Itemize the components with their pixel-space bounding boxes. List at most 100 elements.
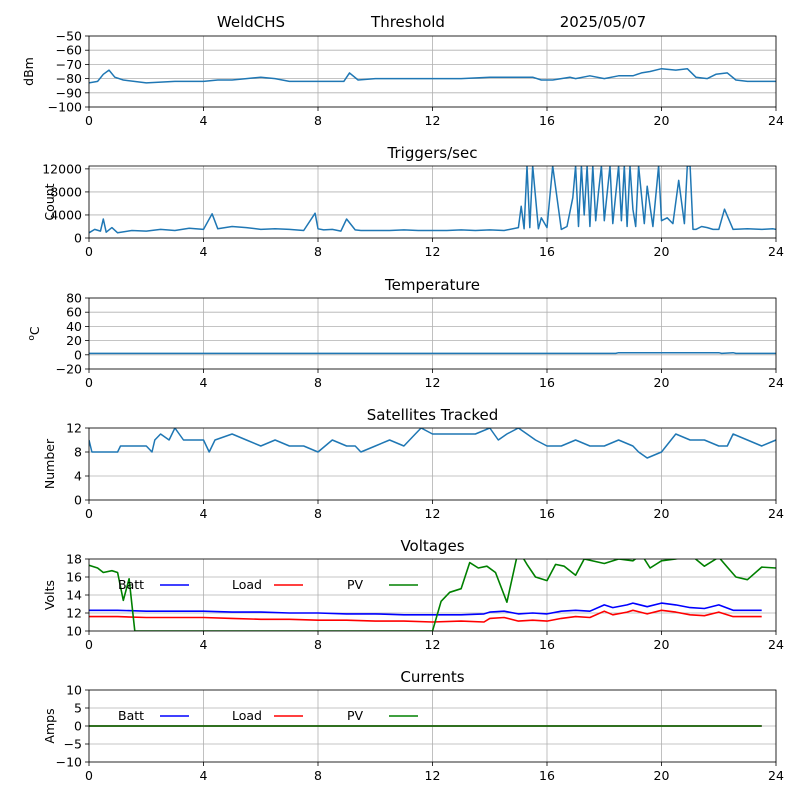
series-line-pv: [89, 559, 776, 631]
panel-title: Satellites Tracked: [367, 406, 498, 424]
y-tick-label: −50: [56, 29, 82, 44]
x-tick-label: 16: [539, 113, 555, 128]
x-tick-label: 12: [425, 768, 441, 783]
x-tick-label: 4: [200, 244, 208, 259]
y-tick-label: 4: [74, 469, 82, 484]
y-tick-label: 0: [74, 347, 82, 362]
x-tick-label: 20: [654, 113, 670, 128]
x-tick-label: 20: [654, 375, 670, 390]
series-line-0: [89, 166, 776, 234]
y-tick-label: −100: [48, 100, 82, 115]
x-tick-label: 4: [200, 637, 208, 652]
legend-label-pv: PV: [347, 708, 364, 723]
header-mode: Threshold: [370, 13, 445, 31]
x-tick-label: 4: [200, 506, 208, 521]
y-tick-label: 8000: [50, 184, 82, 199]
x-tick-label: 20: [654, 506, 670, 521]
series-line-load: [89, 609, 762, 623]
x-tick-label: 24: [768, 375, 784, 390]
x-tick-label: 0: [85, 768, 93, 783]
header-date: 2025/05/07: [560, 13, 646, 31]
y-tick-label: 40: [66, 319, 82, 334]
series-line-0: [89, 67, 776, 84]
y-tick-label: −5: [64, 737, 82, 752]
x-tick-label: 8: [314, 113, 322, 128]
panel-title: Voltages: [400, 537, 464, 555]
x-tick-label: 8: [314, 244, 322, 259]
y-axis-label: Number: [42, 438, 57, 489]
y-tick-label: −80: [56, 71, 82, 86]
x-tick-label: 12: [425, 375, 441, 390]
x-tick-label: 16: [539, 244, 555, 259]
x-tick-label: 0: [85, 506, 93, 521]
x-tick-label: 0: [85, 375, 93, 390]
x-tick-label: 16: [539, 637, 555, 652]
y-tick-label: 4000: [50, 207, 82, 222]
y-tick-label: 12: [66, 606, 82, 621]
x-tick-label: 4: [200, 113, 208, 128]
legend-label-load: Load: [232, 708, 262, 723]
series-line-batt: [89, 602, 762, 616]
x-tick-label: 8: [314, 768, 322, 783]
y-tick-label: 60: [66, 305, 82, 320]
x-tick-label: 4: [200, 375, 208, 390]
x-tick-label: 24: [768, 244, 784, 259]
panel-0: 0 4 8 12 16 20 24 −50−60−70−80−90−100 dBm: [21, 29, 784, 129]
y-tick-label: −60: [56, 43, 82, 58]
x-tick-label: 20: [654, 244, 670, 259]
panel-title: Temperature: [384, 276, 480, 294]
y-tick-label: 10: [66, 624, 82, 639]
x-tick-label: 20: [654, 637, 670, 652]
legend-label-batt: Batt: [118, 577, 144, 592]
x-tick-label: 16: [539, 375, 555, 390]
x-tick-label: 4: [200, 768, 208, 783]
y-axis-label-unit: C: [27, 326, 42, 335]
x-tick-label: 8: [314, 637, 322, 652]
x-tick-label: 12: [425, 113, 441, 128]
panel-3: 0 4 8 12 16 20 24 0 4 8 12 Satellites Tracked Number: [42, 406, 784, 521]
y-tick-label: 16: [66, 570, 82, 585]
legend-label-pv: PV: [347, 577, 364, 592]
y-tick-label: −20: [56, 362, 82, 377]
x-tick-label: 0: [85, 113, 93, 128]
y-tick-label: 5: [74, 701, 82, 716]
y-tick-label: 12: [66, 421, 82, 436]
panel-1: 0 4 8 12 16 20 24 0 4000 8000 12000 Triggers/sec Cou…: [42, 144, 784, 259]
y-tick-label: 8: [74, 445, 82, 460]
x-tick-label: 0: [85, 244, 93, 259]
x-tick-label: 12: [425, 506, 441, 521]
y-tick-label: 0: [74, 719, 82, 734]
x-tick-label: 24: [768, 768, 784, 783]
y-tick-label: 20: [66, 333, 82, 348]
y-axis-label: Count: [42, 183, 57, 220]
x-tick-label: 24: [768, 506, 784, 521]
series-line-0: [89, 428, 776, 459]
x-tick-label: 24: [768, 113, 784, 128]
panel-5: 0 4 8 12 16 20 24 −10 −5 0 5 10 Currents Amps Batt Load…: [42, 668, 784, 783]
x-tick-label: 8: [314, 506, 322, 521]
y-tick-label: 12000: [42, 161, 82, 176]
y-axis-label: dBm: [21, 57, 36, 86]
x-tick-label: 0: [85, 637, 93, 652]
legend-label-load: Load: [232, 577, 262, 592]
x-tick-label: 12: [425, 637, 441, 652]
y-tick-label: 0: [74, 231, 82, 246]
x-tick-label: 8: [314, 375, 322, 390]
x-tick-label: 16: [539, 768, 555, 783]
y-tick-label: −90: [56, 85, 82, 100]
header-site: WeldCHS: [217, 13, 285, 31]
y-axis-label: Amps: [42, 708, 57, 743]
panel-title: Currents: [400, 668, 464, 686]
panel-4: 0 4 8 12 16 20 24 10 12 14 16 18 Voltages Volts Batt Lo…: [42, 537, 784, 652]
y-tick-label: −10: [56, 755, 82, 770]
panel-title: Triggers/sec: [387, 144, 478, 162]
y-tick-label: 0: [74, 493, 82, 508]
series-line-0: [89, 351, 776, 355]
y-tick-label: 10: [66, 683, 82, 698]
y-tick-label: 18: [66, 552, 82, 567]
y-tick-label: −70: [56, 57, 82, 72]
y-axis-label-degree: o: [27, 335, 37, 341]
legend-label-batt: Batt: [118, 708, 144, 723]
